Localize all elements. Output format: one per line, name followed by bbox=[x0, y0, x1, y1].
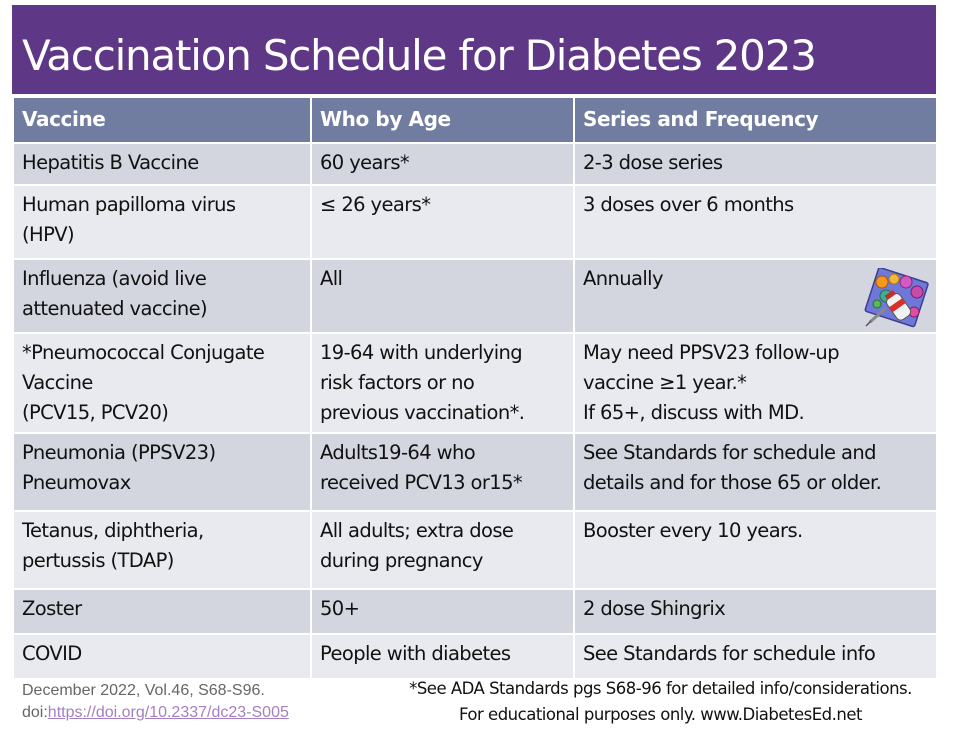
cell-text: Influenza (avoid live bbox=[22, 267, 207, 290]
series-cell: See Standards for schedule and details a… bbox=[573, 432, 938, 512]
cell-text: during pregnancy bbox=[320, 549, 483, 572]
who-cell: All bbox=[310, 258, 575, 334]
cell-text: All bbox=[320, 267, 343, 290]
cell-text: Hepatitis B Vaccine bbox=[22, 151, 199, 174]
who-cell: 50+ bbox=[310, 588, 575, 635]
series-cell: 2-3 dose series bbox=[573, 142, 938, 186]
table-header-row: Vaccine Who by Age Series and Frequency bbox=[12, 96, 938, 144]
who-cell: All adults; extra dose during pregnancy bbox=[310, 510, 575, 590]
doi-line: doi:https://doi.org/10.2337/dc23-S005 bbox=[22, 702, 289, 724]
table-row: *Pneumococcal Conjugate Vaccine (PCV15, … bbox=[12, 332, 938, 434]
vaccine-cell: Human papilloma virus (HPV) bbox=[12, 184, 312, 260]
doi-prefix: doi: bbox=[22, 704, 48, 721]
cell-text: All adults; extra dose bbox=[320, 519, 514, 542]
cell-text: Zoster bbox=[22, 597, 82, 620]
cell-text: Adults19-64 who bbox=[320, 441, 476, 464]
cell-text: previous vaccination*. bbox=[320, 401, 525, 424]
cell-text: May need PPSV23 follow-up bbox=[583, 341, 840, 364]
cell-text: details and for those 65 or older. bbox=[583, 471, 882, 494]
vaccine-cell: COVID bbox=[12, 633, 312, 680]
column-header-series-frequency: Series and Frequency bbox=[573, 96, 938, 144]
cell-text: Vaccine bbox=[22, 371, 93, 394]
cell-text: 60 years* bbox=[320, 151, 410, 174]
who-cell: 60 years* bbox=[310, 142, 575, 186]
cell-text: received PCV13 or15* bbox=[320, 471, 523, 494]
cell-text: 3 doses over 6 months bbox=[583, 193, 794, 216]
vaccine-cell: Influenza (avoid live attenuated vaccine… bbox=[12, 258, 312, 334]
table-row: COVID People with diabetes See Standards… bbox=[12, 633, 938, 680]
vaccine-cell: Tetanus, diphtheria, pertussis (TDAP) bbox=[12, 510, 312, 590]
cell-text: See Standards for schedule and bbox=[583, 441, 877, 464]
page-title: Vaccination Schedule for Diabetes 2023 bbox=[22, 31, 817, 80]
series-cell: May need PPSV23 follow-up vaccine ≥1 yea… bbox=[573, 332, 938, 434]
column-header-vaccine: Vaccine bbox=[12, 96, 312, 144]
title-banner: Vaccination Schedule for Diabetes 2023 bbox=[12, 5, 936, 94]
vaccination-schedule-table: Vaccine Who by Age Series and Frequency … bbox=[12, 96, 938, 680]
cell-text: If 65+, discuss with MD. bbox=[583, 401, 805, 424]
who-cell: People with diabetes bbox=[310, 633, 575, 680]
series-cell: See Standards for schedule info bbox=[573, 633, 938, 680]
table-row: Pneumonia (PPSV23) Pneumovax Adults19-64… bbox=[12, 432, 938, 512]
vaccine-cell: *Pneumococcal Conjugate Vaccine (PCV15, … bbox=[12, 332, 312, 434]
column-header-who-by-age: Who by Age bbox=[310, 96, 575, 144]
cell-text: vaccine ≥1 year.* bbox=[583, 371, 747, 394]
cell-text: Human papilloma virus bbox=[22, 193, 236, 216]
cell-text: pertussis (TDAP) bbox=[22, 549, 174, 572]
cell-text: Pneumovax bbox=[22, 471, 131, 494]
cell-text: Booster every 10 years. bbox=[583, 519, 803, 542]
cell-text: 19-64 with underlying bbox=[320, 341, 523, 364]
cell-text: 2 dose Shingrix bbox=[583, 597, 726, 620]
vaccine-cell: Hepatitis B Vaccine bbox=[12, 142, 312, 186]
citation-text: December 2022, Vol.46, S68-S96. bbox=[22, 682, 265, 699]
citation-footer: December 2022, Vol.46, S68-S96. doi:http… bbox=[22, 680, 289, 724]
cell-text: COVID bbox=[22, 642, 82, 665]
table-row: Influenza (avoid live attenuated vaccine… bbox=[12, 258, 938, 334]
cell-text: 50+ bbox=[320, 597, 360, 620]
cell-text: attenuated vaccine) bbox=[22, 297, 208, 320]
series-cell: 2 dose Shingrix bbox=[573, 588, 938, 635]
cell-text: People with diabetes bbox=[320, 642, 511, 665]
series-cell: 3 doses over 6 months bbox=[573, 184, 938, 260]
vaccine-vial-virus-icon bbox=[864, 268, 929, 328]
table-row: Human papilloma virus (HPV) ≤ 26 years* … bbox=[12, 184, 938, 260]
who-cell: Adults19-64 who received PCV13 or15* bbox=[310, 432, 575, 512]
disclaimer-text: For educational purposes only. www.Diabe… bbox=[459, 705, 862, 724]
who-cell: ≤ 26 years* bbox=[310, 184, 575, 260]
cell-text: See Standards for schedule info bbox=[583, 642, 876, 665]
vaccine-cell: Zoster bbox=[12, 588, 312, 635]
cell-text: Annually bbox=[583, 267, 664, 290]
who-cell: 19-64 with underlying risk factors or no… bbox=[310, 332, 575, 434]
series-cell: Booster every 10 years. bbox=[573, 510, 938, 590]
table-row: Hepatitis B Vaccine 60 years* 2-3 dose s… bbox=[12, 142, 938, 186]
series-cell: Annually bbox=[573, 258, 938, 334]
standards-note: *See ADA Standards pgs S68-96 for detail… bbox=[409, 679, 912, 698]
cell-text: ≤ 26 years* bbox=[320, 193, 431, 216]
cell-text: Pneumonia (PPSV23) bbox=[22, 441, 216, 464]
cell-text: (PCV15, PCV20) bbox=[22, 401, 169, 424]
table-row: Tetanus, diphtheria, pertussis (TDAP) Al… bbox=[12, 510, 938, 590]
doi-link[interactable]: https://doi.org/10.2337/dc23-S005 bbox=[47, 704, 289, 721]
notes-footer: *See ADA Standards pgs S68-96 for detail… bbox=[360, 676, 961, 728]
cell-text: 2-3 dose series bbox=[583, 151, 723, 174]
cell-text: (HPV) bbox=[22, 223, 75, 246]
cell-text: *Pneumococcal Conjugate bbox=[22, 341, 265, 364]
table-row: Zoster 50+ 2 dose Shingrix bbox=[12, 588, 938, 635]
cell-text: risk factors or no bbox=[320, 371, 475, 394]
cell-text: Tetanus, diphtheria, bbox=[22, 519, 204, 542]
vaccine-cell: Pneumonia (PPSV23) Pneumovax bbox=[12, 432, 312, 512]
